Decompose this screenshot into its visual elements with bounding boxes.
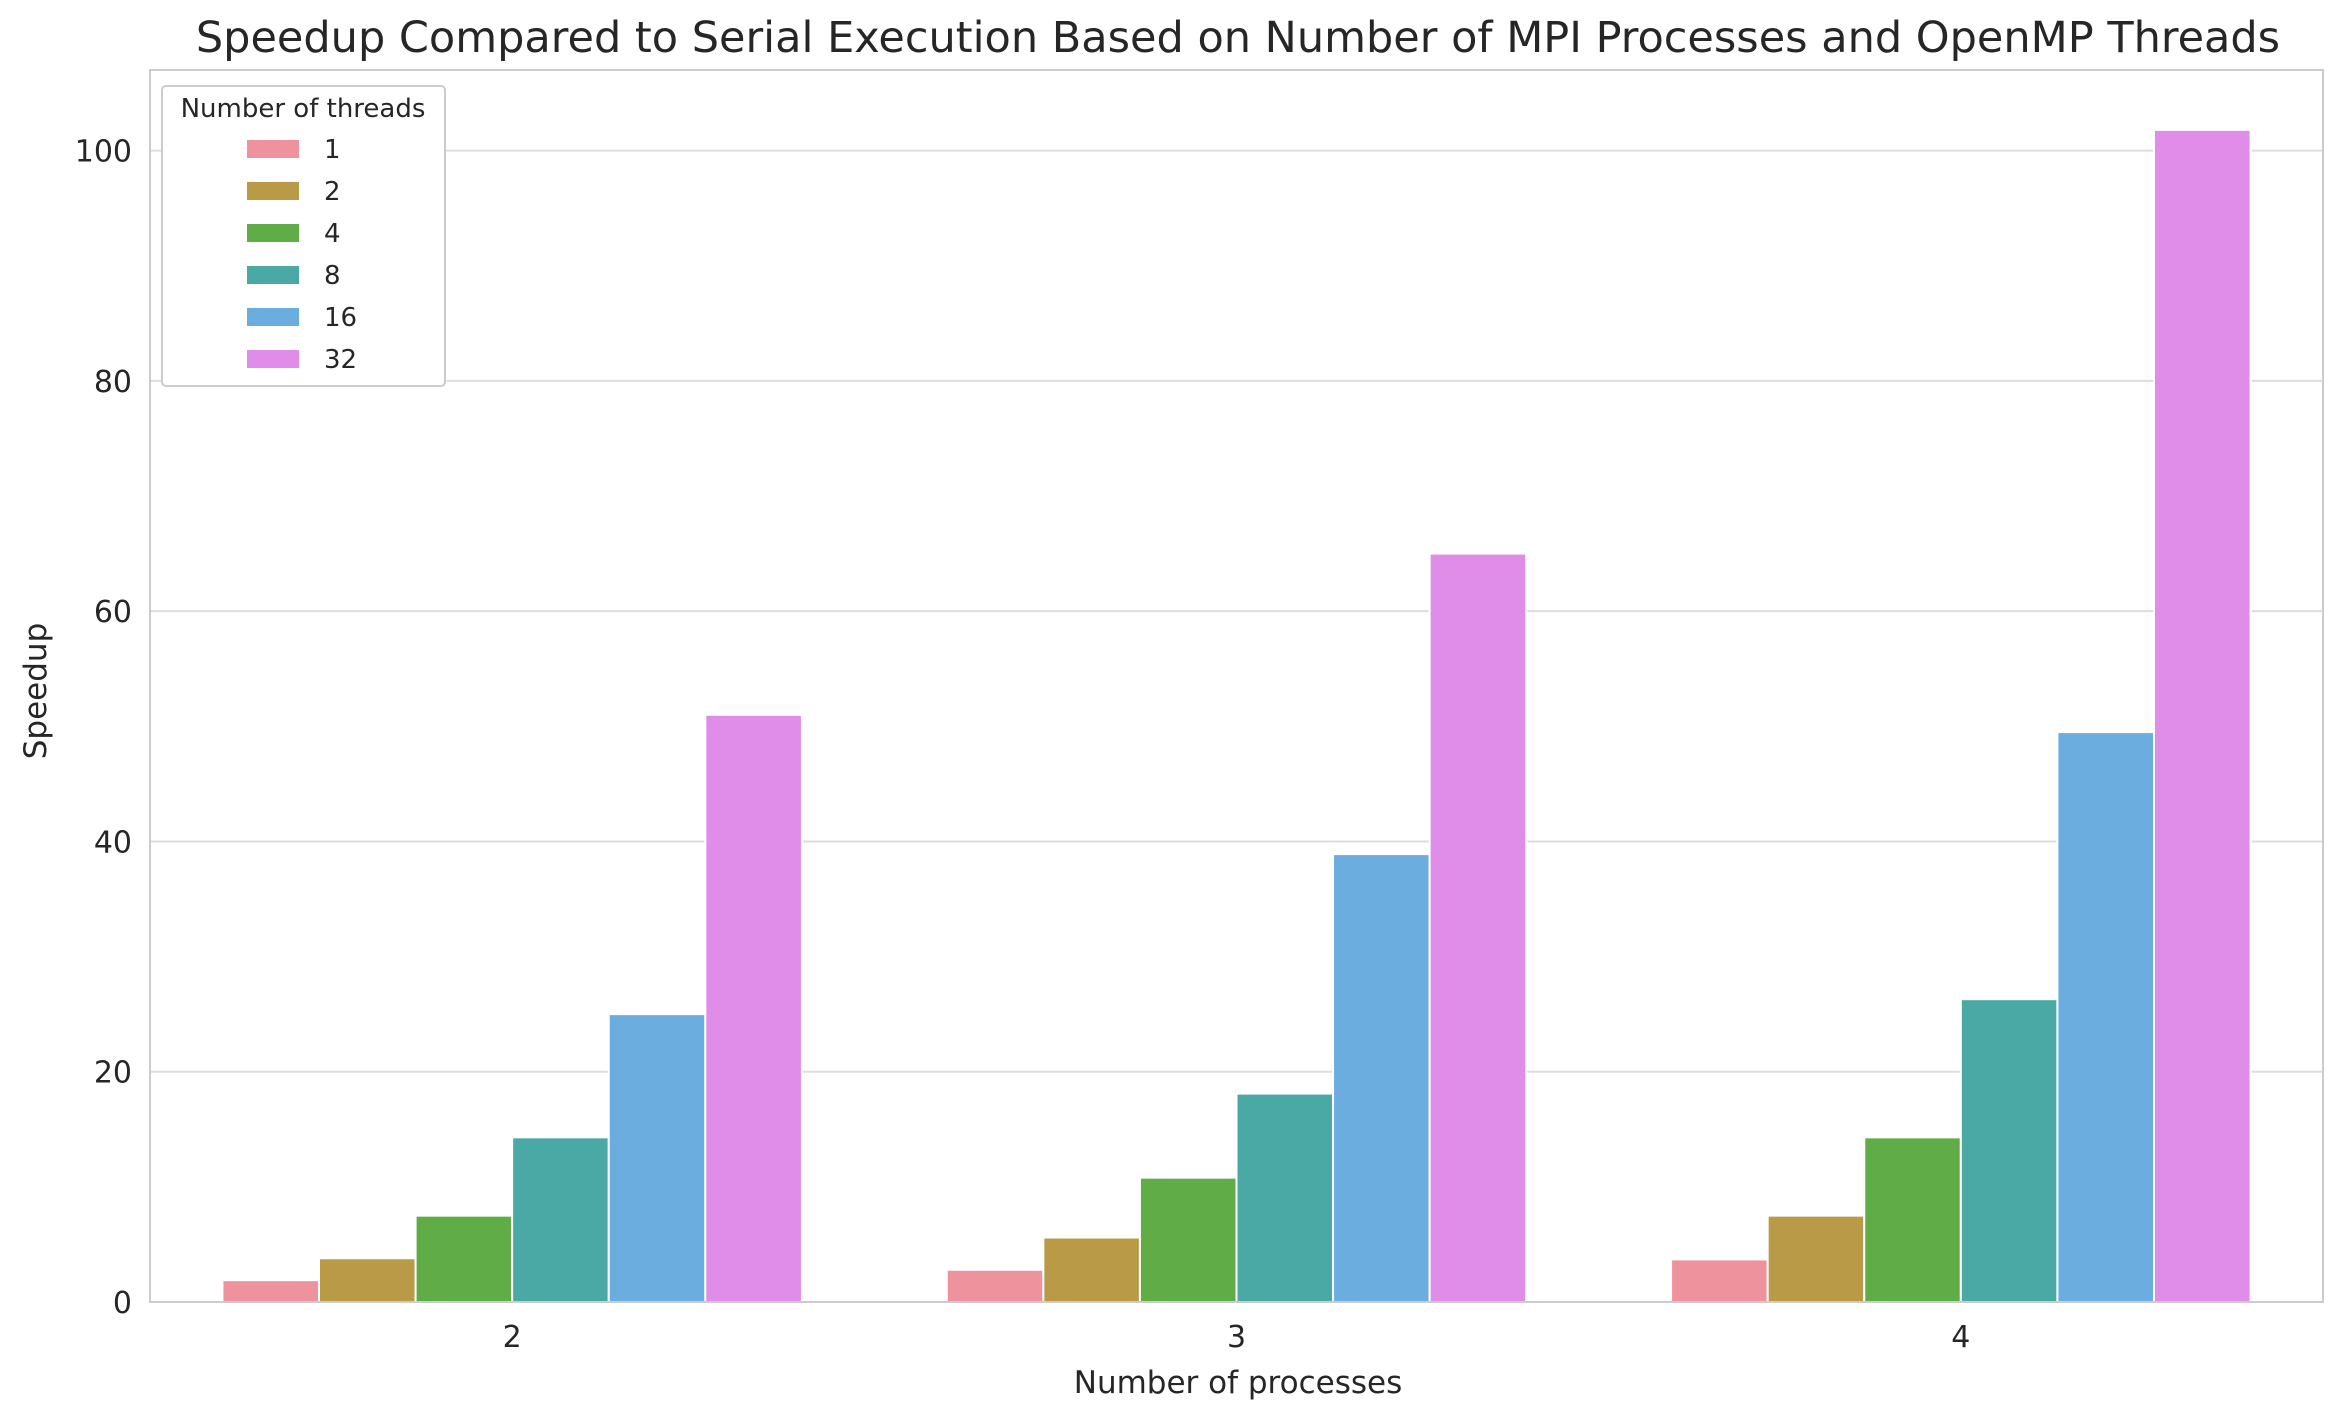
x-tick-label: 2 <box>503 1320 522 1355</box>
y-axis-label: Speedup <box>18 623 54 760</box>
legend-label-16: 16 <box>324 303 357 333</box>
legend-swatch-2 <box>247 182 299 200</box>
y-tick-label: 0 <box>113 1286 132 1321</box>
x-tick-label: 4 <box>1951 1320 1970 1355</box>
legend-label-4: 4 <box>324 219 341 249</box>
bar-4-processes-2-threads <box>1766 1214 1866 1304</box>
legend-swatch-32 <box>247 350 299 368</box>
bar-4-processes-1-threads <box>1670 1258 1769 1303</box>
bar-3-processes-2-threads <box>1042 1236 1141 1303</box>
y-tick-label: 40 <box>94 825 132 860</box>
legend-items: 1 2 4 8 16 32 <box>247 135 357 375</box>
bar-4-processes-8-threads <box>1959 998 2059 1304</box>
bar-3-processes-4-threads <box>1138 1176 1238 1303</box>
bar-2-processes-1-threads <box>221 1279 321 1304</box>
legend-swatch-4 <box>247 224 299 242</box>
bar-2-processes-8-threads <box>511 1136 610 1303</box>
bar-2-processes-16-threads <box>607 1013 707 1303</box>
y-tick-labels: 0 20 40 60 80 100 <box>75 135 132 1321</box>
legend-title: Number of threads <box>181 94 426 124</box>
x-axis-label: Number of processes <box>1074 1365 1402 1401</box>
bars <box>221 128 2252 1304</box>
bar-2-processes-32-threads <box>704 713 803 1303</box>
y-tick-label: 80 <box>94 365 132 400</box>
x-tick-label: 3 <box>1227 1320 1246 1355</box>
legend-label-32: 32 <box>324 345 357 375</box>
y-tick-label: 100 <box>75 135 132 170</box>
y-tick-label: 60 <box>94 595 132 630</box>
legend-swatch-16 <box>247 308 299 326</box>
bar-2-processes-2-threads <box>318 1257 417 1303</box>
chart-title: Speedup Compared to Serial Execution Bas… <box>196 13 2280 63</box>
plot-frame <box>149 69 2324 1303</box>
bar-3-processes-8-threads <box>1235 1092 1335 1304</box>
bar-3-processes-1-threads <box>945 1268 1045 1303</box>
bar-4-processes-16-threads <box>2056 731 2155 1303</box>
legend-box <box>161 85 446 387</box>
legend-label-1: 1 <box>324 135 341 165</box>
y-tick-label: 20 <box>94 1056 132 1091</box>
legend-label-2: 2 <box>324 177 341 207</box>
legend-swatch-8 <box>247 266 299 284</box>
bar-4-processes-32-threads <box>2152 128 2252 1303</box>
legend-swatch-1 <box>247 140 299 158</box>
bar-3-processes-32-threads <box>1428 552 1528 1303</box>
legend-label-8: 8 <box>324 261 341 291</box>
x-tick-labels: 2 3 4 <box>503 1320 1971 1355</box>
bar-4-processes-4-threads <box>1863 1136 1962 1303</box>
bar-3-processes-16-threads <box>1332 853 1431 1303</box>
legend: Number of threads 1 2 4 8 16 32 <box>161 85 446 387</box>
bar-2-processes-4-threads <box>414 1214 514 1304</box>
